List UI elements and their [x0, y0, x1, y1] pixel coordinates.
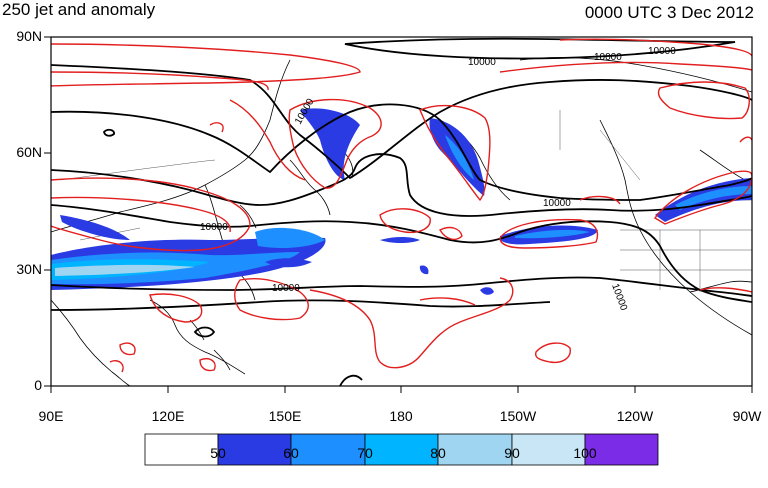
lon-label: 120E: [151, 408, 185, 424]
axis-ticks: [44, 36, 753, 393]
lon-label: 90E: [38, 408, 64, 424]
colorbar: [144, 433, 659, 466]
lon-label: 90W: [732, 408, 762, 424]
contour-label: 10000: [468, 57, 496, 68]
lon-label: 180: [389, 408, 413, 424]
contour-label: 10000: [272, 283, 300, 294]
contour-label: 10000: [594, 52, 622, 63]
height-contours: [51, 37, 752, 386]
colorbar-box: [290, 433, 366, 466]
lat-label: 90N: [16, 28, 42, 44]
colorbar-label: 70: [357, 445, 373, 461]
plot-title: 250 jet and anomaly: [2, 0, 156, 19]
lat-label: 60N: [16, 144, 42, 160]
jet-shading: [51, 108, 752, 295]
lon-label: 150W: [499, 408, 537, 424]
colorbar-label: 100: [573, 445, 597, 461]
anomaly-contours: [51, 38, 752, 373]
colorbar-label: 80: [430, 445, 446, 461]
valid-time: 0000 UTC 3 Dec 2012: [584, 3, 754, 22]
lat-label: 30N: [16, 261, 42, 277]
lat-label: 0: [34, 377, 42, 393]
colorbar-box: [364, 433, 439, 466]
contour-label: 10000: [648, 46, 676, 57]
contour-label: 10000: [200, 222, 228, 233]
colorbar-label: 50: [210, 445, 226, 461]
colorbar-box: [144, 433, 219, 466]
contour-label: 10000: [543, 198, 571, 209]
colorbar-label: 90: [504, 445, 520, 461]
map-area: [51, 37, 752, 386]
lon-label: 120W: [616, 408, 654, 424]
colorbar-box: [437, 433, 513, 466]
colorbar-box: [217, 433, 292, 466]
lon-label: 150E: [268, 408, 302, 424]
colorbar-box: [584, 433, 659, 466]
colorbar-label: 60: [283, 445, 299, 461]
